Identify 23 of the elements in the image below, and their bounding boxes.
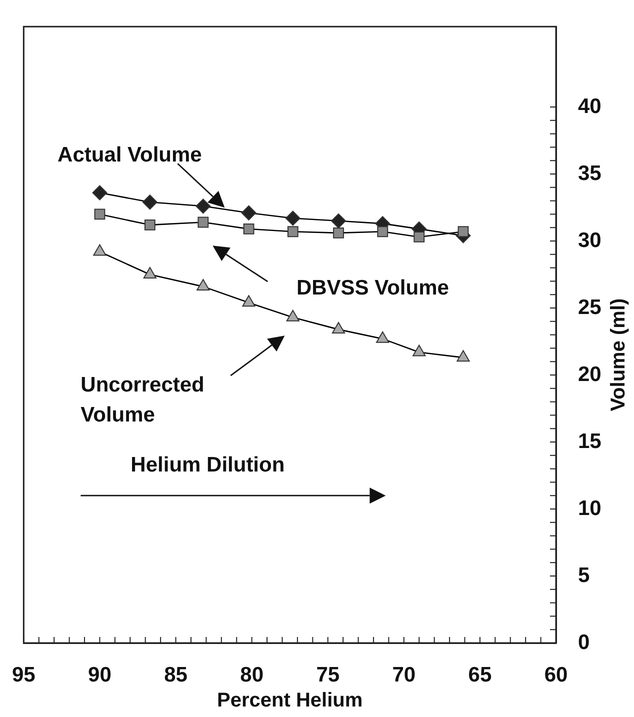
y-tick-label: 30 <box>578 228 602 252</box>
x-tick-label: 75 <box>316 663 340 686</box>
annotation: Helium Dilution <box>130 453 285 476</box>
x-tick-label: 95 <box>12 663 36 686</box>
y-tick-label: 20 <box>578 362 602 386</box>
annotation: Actual Volume <box>58 143 202 166</box>
y-tick-label: 10 <box>578 496 602 520</box>
y-tick-label: 15 <box>578 430 602 453</box>
y-tick-label: 25 <box>578 296 602 319</box>
x-tick-label: 80 <box>240 663 264 686</box>
y-tick-label: 0 <box>578 630 590 654</box>
x-tick-label: 90 <box>88 663 112 686</box>
x-tick-label: 85 <box>164 663 188 686</box>
y-tick-label: 5 <box>578 564 590 587</box>
y-tick-label: 40 <box>578 94 602 118</box>
x-tick-label: 65 <box>468 663 492 686</box>
y-tick-label: 35 <box>578 162 602 185</box>
annotation: Uncorrected Volume <box>80 373 204 426</box>
y-axis-title: Volume (ml) <box>608 298 630 412</box>
x-tick-label: 60 <box>544 663 568 686</box>
x-axis-title: Percent Helium <box>217 690 363 712</box>
annotation: DBVSS Volume <box>296 276 449 300</box>
x-tick-label: 70 <box>392 663 416 686</box>
